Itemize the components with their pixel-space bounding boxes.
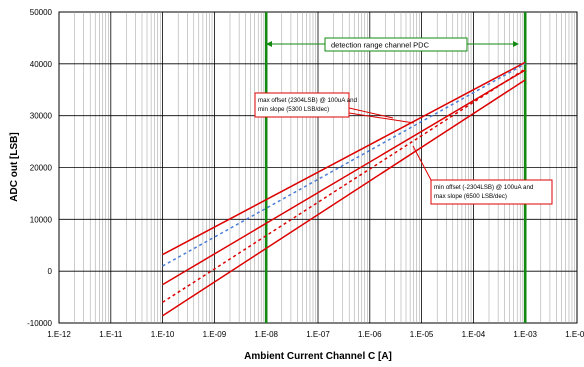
y-tick-labels: -10000 0 10000 20000 30000 40000 50000 [27,8,52,328]
annotations: detection range channel PDC max offset (… [254,37,553,205]
series-line-3 [162,79,526,317]
x-tick-labels: 1.E-12 1.E-11 1.E-10 1.E-09 1.E-08 1.E-07 1.E-… [47,330,584,339]
x-tick-label: 1.E-08 [254,330,278,339]
series-line-1 [162,61,526,256]
y-tick-label: 40000 [30,60,53,69]
x-tick-label: 1.E-07 [306,330,330,339]
y-tick-label: 10000 [30,215,53,224]
note2-line2: max slope (6500 LSB/dec) [434,193,507,200]
range-arrow-right-head [513,41,519,47]
grid [59,12,577,323]
range-arrow-left-head [266,41,272,47]
y-tick-label: 20000 [30,164,53,173]
x-tick-label: 1.E-02 [565,330,584,339]
series-group [162,61,526,317]
x-tick-label: 1.E-04 [462,330,486,339]
y-tick-label: 0 [48,267,53,276]
note1-line2: min slope (5300 LSB/dec) [258,106,329,113]
x-tick-label: 1.E-05 [410,330,434,339]
x-tick-label: 1.E-12 [47,330,71,339]
note2-leader [412,145,432,181]
note1-line1: max offset (2304LSB) @ 100uA and [258,97,358,104]
y-tick-label: 50000 [30,8,53,17]
x-tick-label: 1.E-10 [151,330,175,339]
note2-line1: min offset (-2304LSB) @ 100uA and [434,184,534,191]
y-tick-label: -10000 [27,319,52,328]
x-tick-label: 1.E-11 [99,330,123,339]
x-tick-label: 1.E-09 [203,330,227,339]
y-tick-label: 30000 [30,112,53,121]
note1-leader-b [348,112,415,124]
note1-box [254,92,350,118]
x-axis-title: Ambient Current Channel C [A] [244,351,392,362]
note1-leader-a [348,107,394,119]
x-tick-label: 1.E-06 [358,330,382,339]
note2-box [430,179,553,205]
range-label-box [324,37,468,52]
range-label: detection range channel PDC [331,41,430,50]
x-tick-label: 1.E-03 [513,330,537,339]
y-axis-title: ADC out [LSB] [9,132,20,201]
series-line-2 [162,69,526,286]
